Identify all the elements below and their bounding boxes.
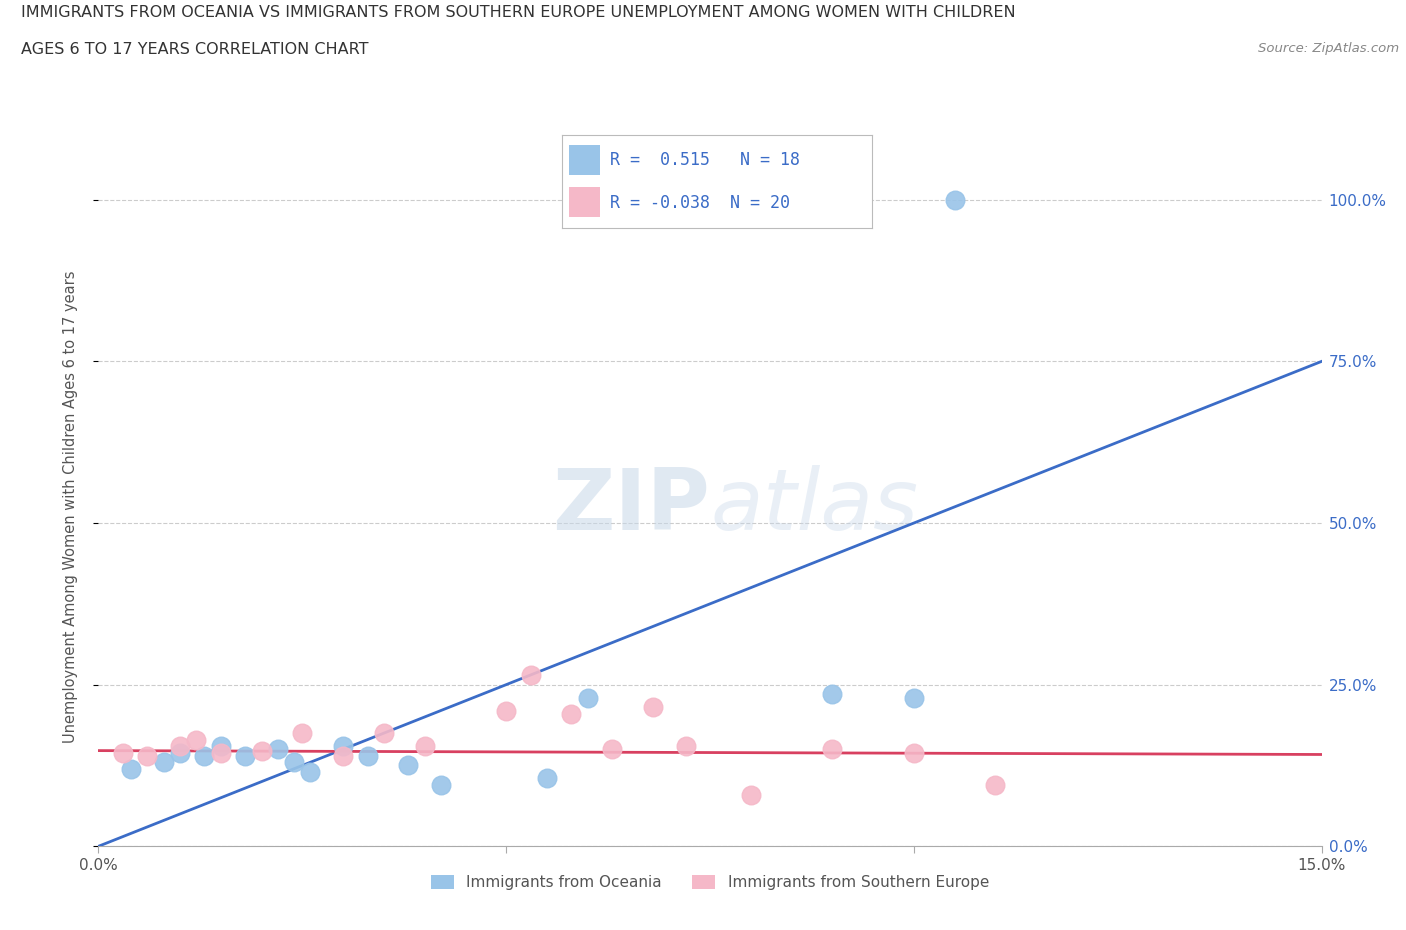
Text: IMMIGRANTS FROM OCEANIA VS IMMIGRANTS FROM SOUTHERN EUROPE UNEMPLOYMENT AMONG WO: IMMIGRANTS FROM OCEANIA VS IMMIGRANTS FR… [21, 5, 1015, 20]
Point [943, 193, 966, 207]
Point [560, 706, 582, 721]
Point [903, 745, 925, 760]
Point [413, 738, 436, 753]
Point [740, 787, 762, 802]
Point [430, 777, 453, 792]
Point [536, 771, 558, 786]
Point [136, 749, 159, 764]
Point [332, 738, 354, 753]
Point [209, 745, 232, 760]
Text: AGES 6 TO 17 YEARS CORRELATION CHART: AGES 6 TO 17 YEARS CORRELATION CHART [21, 42, 368, 57]
Point [495, 703, 517, 718]
Point [356, 749, 378, 764]
Point [675, 738, 697, 753]
Point [821, 687, 844, 702]
Y-axis label: Unemployment Among Women with Children Ages 6 to 17 years: Unemployment Among Women with Children A… [63, 271, 77, 743]
Point [519, 668, 541, 683]
Point [209, 738, 232, 753]
Point [291, 725, 314, 740]
Point [373, 725, 395, 740]
Point [111, 745, 134, 760]
Point [299, 764, 322, 779]
Point [821, 742, 844, 757]
Point [186, 732, 208, 747]
Point [193, 749, 215, 764]
Point [641, 700, 664, 715]
Text: Source: ZipAtlas.com: Source: ZipAtlas.com [1258, 42, 1399, 55]
Text: R = -0.038  N = 20: R = -0.038 N = 20 [610, 193, 790, 212]
Point [169, 738, 191, 753]
Point [600, 742, 623, 757]
Point [332, 749, 354, 764]
Point [984, 777, 1007, 792]
Text: atlas: atlas [710, 465, 918, 549]
Bar [568, 145, 599, 175]
Point [120, 762, 142, 777]
Point [903, 690, 925, 705]
Point [283, 755, 305, 770]
Point [576, 690, 599, 705]
Bar [568, 187, 599, 217]
Point [267, 742, 290, 757]
Point [233, 749, 256, 764]
Point [169, 745, 191, 760]
Point [396, 758, 419, 773]
Point [250, 743, 273, 758]
Text: ZIP: ZIP [553, 465, 710, 549]
Legend: Immigrants from Oceania, Immigrants from Southern Europe: Immigrants from Oceania, Immigrants from… [425, 869, 995, 897]
Point [152, 755, 174, 770]
Text: R =  0.515   N = 18: R = 0.515 N = 18 [610, 151, 800, 169]
